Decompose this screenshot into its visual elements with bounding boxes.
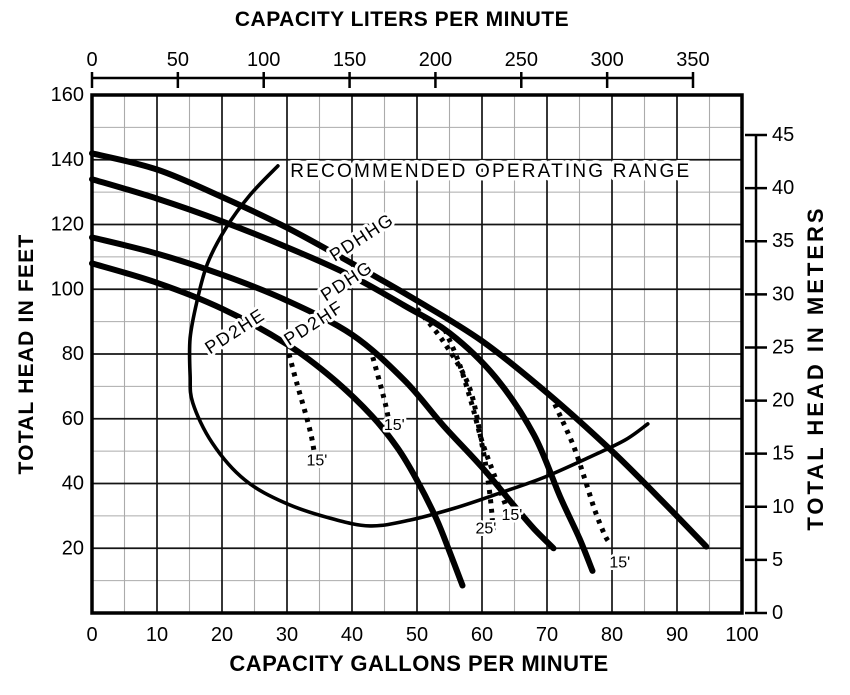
gallons-tick-label: 90 [666,624,688,646]
meters-tick-label: 15 [772,443,794,465]
curve-PDHG [89,176,596,574]
top-axis-title: CAPACITY LITERS PER MINUTE [234,8,570,31]
meters-tick-label: 40 [772,177,794,199]
feet-tick-label: 80 [62,343,84,365]
meters-tick-label: 45 [772,124,794,146]
pump-curves [89,150,710,589]
reprime-label: 15' [384,417,405,434]
curve-PDHHG [89,150,710,550]
meters-tick-label: 30 [772,283,794,305]
reprime-label: 25' [475,521,496,538]
liters-tick-label: 350 [676,49,709,71]
feet-tick-label: 160 [51,84,84,106]
reprime-curve-PDHG-25 [415,307,496,531]
gallons-tick-label: 20 [211,624,233,646]
meters-tick-label: 20 [772,390,794,412]
gallons-tick-label: 60 [471,624,493,646]
curve-PD2HF [89,234,557,552]
plot-border [90,93,744,615]
liters-tick-label: 150 [333,49,366,71]
gallons-tick-label: 70 [536,624,558,646]
liters-tick-label: 300 [590,49,623,71]
gallons-tick-label: 0 [86,624,97,646]
recommended-operating-range-label: RECOMMENDED OPERATING RANGE [290,161,691,182]
grid-major [92,95,742,613]
gallons-tick-label: 30 [276,624,298,646]
meters-tick-label: 35 [772,230,794,252]
gallons-tick-label: 50 [406,624,428,646]
gallons-tick-label: 40 [341,624,363,646]
reprime-label: 15' [609,555,630,572]
feet-tick-label: 140 [51,149,84,171]
feet-tick-label: 100 [51,278,84,300]
reprime-curve-PDHHG-15 [552,403,613,545]
feet-tick-label: 20 [62,537,84,559]
curve-PD2HE [89,260,466,589]
liters-tick-label: 0 [86,49,97,71]
liters-tick-label: 200 [419,49,452,71]
reprime-curve-PD2HF-15 [370,356,392,423]
gallons-tick-label: 80 [601,624,623,646]
meters-tick-label: 0 [772,602,783,624]
meters-tick-label: 10 [772,496,794,518]
feet-tick-label: 60 [62,408,84,430]
meters-tick-label: 25 [772,336,794,358]
bottom-axis-title: CAPACITY GALLONS PER MINUTE [229,651,609,676]
liters-tick-label: 50 [167,49,189,71]
reprime-curve-PDHG-15 [442,328,513,519]
feet-tick-label: 120 [51,214,84,236]
recommended-operating-range-boundary [187,164,650,528]
reprime-curves [286,307,613,545]
reprime-label: 15' [501,507,522,524]
meters-tick-label: 5 [772,549,783,571]
feet-tick-label: 40 [62,473,84,495]
reprime-label: 15' [306,453,327,470]
gallons-tick-label: 100 [725,624,758,646]
liters-axis [90,72,695,88]
liters-tick-label: 100 [247,49,280,71]
reprime-curve-PD2HE-15 [286,353,317,454]
gallons-tick-label: 10 [146,624,168,646]
meters-axis [745,133,767,615]
liters-tick-label: 250 [505,49,538,71]
